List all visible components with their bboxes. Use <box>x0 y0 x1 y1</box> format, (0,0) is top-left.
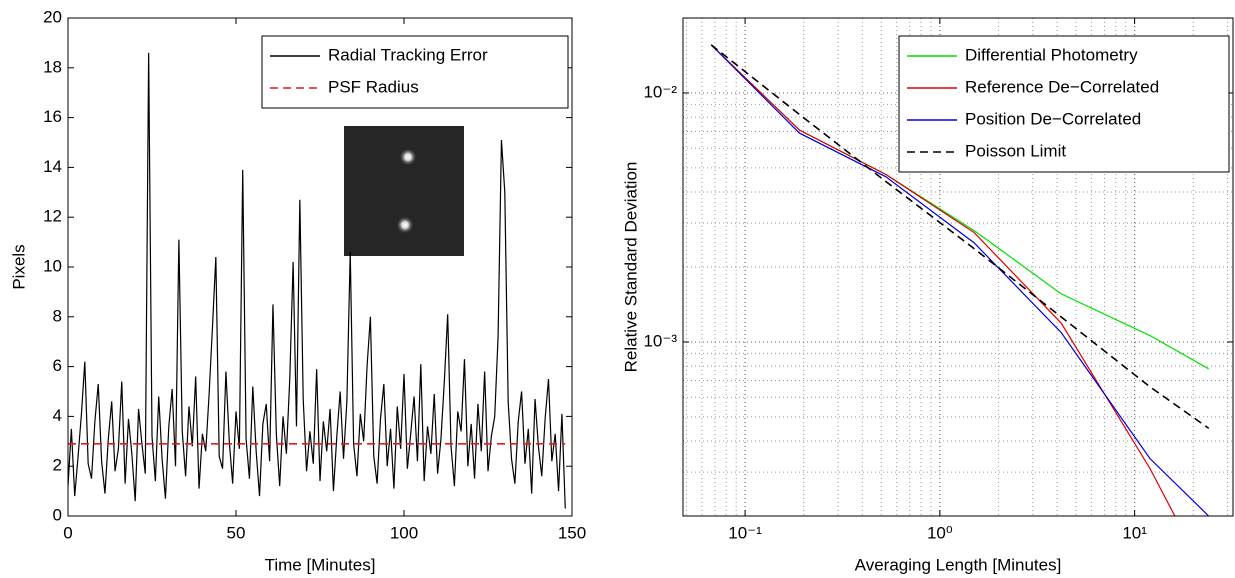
y-tick-label: 12 <box>43 207 62 226</box>
y-tick-label: 10 <box>43 256 62 275</box>
star <box>396 216 414 234</box>
legend-label: Radial Tracking Error <box>328 45 488 64</box>
y-tick-label: 4 <box>53 406 62 425</box>
legend-box <box>261 35 569 109</box>
plot-frame <box>67 17 573 517</box>
series-line <box>710 44 1176 516</box>
plot-frame <box>682 17 1234 517</box>
series-group <box>68 52 566 509</box>
y-tick-label: 2 <box>53 456 62 475</box>
chart: 0 50 100 150 0 2 4 6 8 10 12 14 16 18 20 Radial Trackin… <box>9 7 586 574</box>
series-line <box>68 52 566 509</box>
series-line <box>710 44 1210 429</box>
y-axis-label: Relative Standard Deviation <box>621 162 640 373</box>
star <box>399 148 417 166</box>
series-group <box>710 44 1210 516</box>
x-tick-label: 10⁻¹ <box>728 523 762 542</box>
y-tick-label: 6 <box>53 356 62 375</box>
legend-label: Reference De−Correlated <box>965 77 1159 96</box>
x-tick-label: 150 <box>558 523 586 542</box>
y-tick-label: 0 <box>53 505 62 524</box>
legend-label: PSF Radius <box>328 77 419 96</box>
legend-label: Poisson Limit <box>965 141 1066 160</box>
y-axis-label: Pixels <box>9 244 28 289</box>
x-axis-label: Time [Minutes] <box>265 555 376 574</box>
legend-label: Position De−Correlated <box>965 109 1141 128</box>
legend-label: Differential Photometry <box>965 45 1138 64</box>
x-axis-label: Averaging Length [Minutes] <box>855 555 1062 574</box>
y-tick-label: 18 <box>43 57 62 76</box>
y-tick-label: 20 <box>43 7 62 26</box>
x-tick-label: 100 <box>390 523 418 542</box>
x-tick-label: 10¹ <box>1122 523 1147 542</box>
y-tick-label: 14 <box>43 157 62 176</box>
x-tick-label: 0 <box>63 523 72 542</box>
inset-image <box>344 126 464 256</box>
y-tick-label: 16 <box>43 107 62 126</box>
y-tick-label: 8 <box>53 306 62 325</box>
x-tick-label: 10⁰ <box>927 523 953 542</box>
chart: 10⁻¹ 10⁰ 10¹ 10⁻³ 10⁻² Differential Photometr… <box>621 17 1234 574</box>
legend-box <box>898 35 1230 173</box>
y-tick-label: 10⁻³ <box>643 331 677 350</box>
series-line <box>710 44 1210 516</box>
x-tick-label: 50 <box>227 523 246 542</box>
y-tick-label: 10⁻² <box>643 82 677 101</box>
